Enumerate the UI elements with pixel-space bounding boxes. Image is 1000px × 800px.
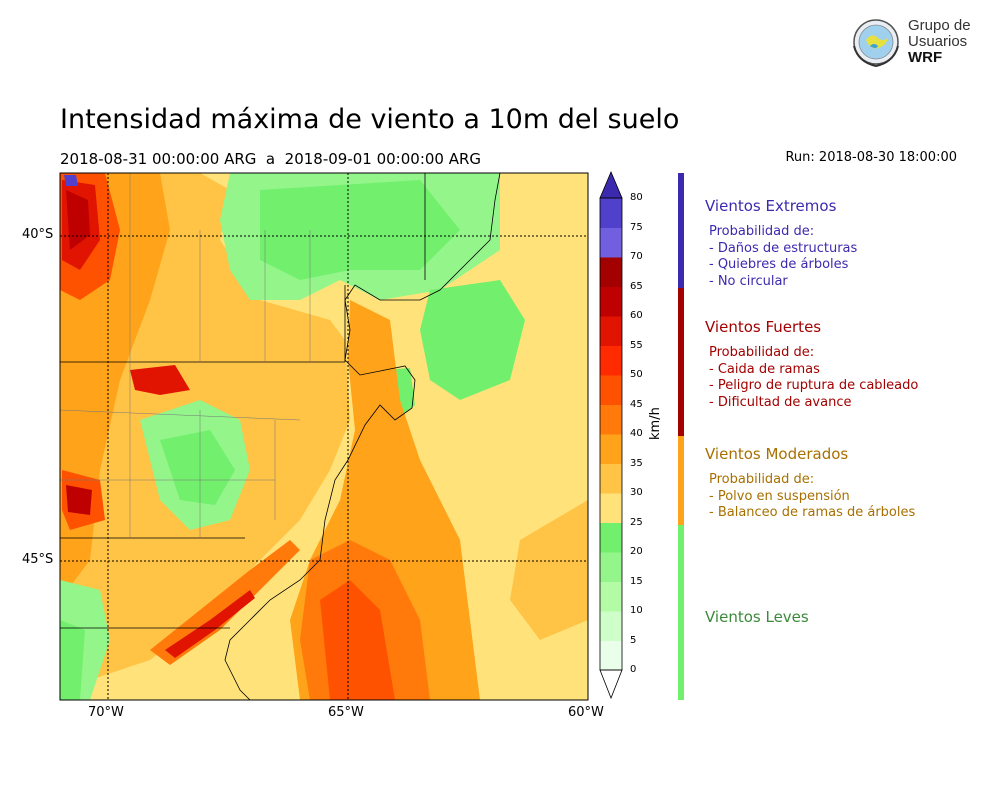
category-line: Probabilidad de: (709, 224, 815, 239)
category-bar (678, 173, 684, 288)
colorbar (599, 170, 623, 700)
colorbar-tick-label: 35 (630, 457, 643, 469)
category-title: Vientos Fuertes (705, 318, 822, 336)
colorbar-tick-label: 20 (630, 546, 643, 557)
colorbar-tick-label: 75 (630, 221, 643, 233)
wrf-logo: Grupo de Usuarios WRF (848, 16, 973, 72)
category-bar (678, 525, 684, 700)
colorbar-segment (600, 404, 622, 435)
colorbar-unit: km/h (648, 407, 663, 440)
colorbar-segment (600, 463, 622, 494)
colorbar-segment (600, 611, 622, 641)
colorbar-segment (600, 552, 622, 582)
colorbar-segment (600, 257, 622, 287)
category-line: Probabilidad de: (709, 345, 815, 360)
colorbar-segment (600, 375, 622, 405)
globe-icon (853, 19, 899, 68)
category-line: - Balanceo de ramas de árboles (709, 505, 916, 520)
colorbar-frame (599, 197, 623, 671)
category-title: Vientos Extremos (705, 197, 837, 215)
colorbar-segment (600, 316, 622, 346)
category-line: - Daños de estructuras (709, 240, 858, 256)
graticule (60, 173, 588, 700)
colorbar-segment (600, 581, 622, 612)
logo-line-1: Grupo de (908, 17, 971, 34)
colorbar-tick-label: 5 (630, 634, 637, 646)
logo-line-3: WRF (908, 49, 943, 66)
colorbar-segment (600, 198, 622, 228)
coastline (224, 172, 501, 701)
lat-tick-40s: 40°S (22, 227, 54, 242)
lon-tick-65w: 65°W (328, 705, 364, 720)
colorbar-segment (600, 640, 622, 671)
department-borders (59, 173, 311, 538)
colorbar-tick-label: 50 (630, 369, 643, 380)
category-line: - Caida de ramas (709, 361, 820, 377)
colorbar-segment (600, 286, 622, 317)
category-title: Vientos Moderados (705, 445, 849, 463)
colorbar-tick-label: 10 (630, 605, 643, 616)
colorbar-segment (600, 227, 622, 258)
lat-tick-45s: 45°S (22, 552, 54, 567)
colorbar-tick-label: 40 (630, 428, 643, 439)
colorbar-tick-label: 30 (630, 487, 643, 498)
map-frame (59, 172, 589, 701)
lon-tick-60w: 60°W (568, 705, 604, 720)
colorbar-tick-label: 15 (630, 575, 643, 587)
colorbar-tick-label: 80 (630, 192, 643, 203)
logo-line-2: Usuarios (908, 33, 968, 50)
colorbar-tick-label: 65 (630, 280, 643, 292)
lon-tick-70w: 70°W (88, 705, 124, 720)
date-range: 2018-08-31 00:00:00 ARG a 2018-09-01 00:… (60, 150, 482, 168)
colorbar-segment (600, 345, 622, 376)
map-title: Intensidad máxima de viento a 10m del su… (60, 104, 680, 135)
category-title: Vientos Leves (705, 608, 809, 626)
category-line: - Peligro de ruptura de cableado (709, 378, 919, 393)
category-line: - Quiebres de árboles (709, 257, 849, 272)
colorbar-tick-label: 0 (630, 664, 637, 675)
colorbar-extend-min (599, 669, 623, 700)
colorbar-extend-max (599, 170, 623, 199)
colorbar-tick-label: 55 (630, 339, 643, 351)
colorbar-tick-label: 45 (630, 398, 643, 410)
colorbar-segment (600, 434, 622, 464)
colorbar-segment (600, 522, 622, 553)
category-line: - No circular (709, 273, 788, 289)
run-time: Run: 2018-08-30 18:00:00 (785, 150, 957, 165)
category-line: - Dificultad de avance (709, 394, 852, 410)
wind-field (60, 173, 588, 700)
colorbar-tick-label: 60 (630, 310, 643, 321)
category-bar (678, 288, 684, 436)
category-bar (678, 436, 684, 525)
category-line: - Polvo en suspensión (709, 488, 850, 504)
colorbar-tick-label: 25 (630, 516, 643, 528)
colorbar-segment (600, 493, 622, 523)
category-line: Probabilidad de: (709, 472, 815, 487)
colorbar-tick-label: 70 (630, 251, 643, 262)
